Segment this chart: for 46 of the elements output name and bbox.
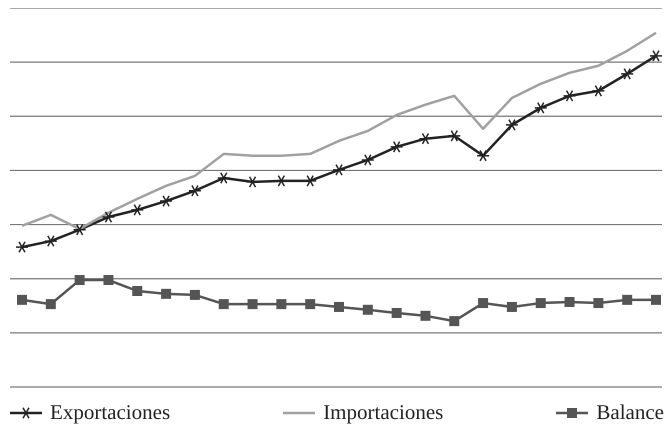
- point: [130, 204, 144, 216]
- point: [332, 164, 346, 176]
- point: [476, 150, 490, 162]
- point: [478, 298, 488, 308]
- point: [620, 68, 634, 80]
- point: [159, 195, 173, 208]
- point: [420, 310, 430, 321]
- point: [216, 172, 230, 184]
- point: [74, 275, 85, 286]
- point: [102, 211, 116, 223]
- point: [361, 154, 375, 166]
- point: [392, 308, 402, 318]
- point: [449, 316, 460, 326]
- point: [334, 302, 344, 312]
- point: [506, 302, 517, 312]
- point: [651, 294, 661, 305]
- point: [362, 304, 373, 315]
- point: [622, 294, 632, 305]
- point: [276, 299, 286, 310]
- point: [17, 294, 27, 305]
- legend-label: Importaciones: [323, 400, 444, 425]
- legend-label: Balance: [596, 400, 664, 425]
- point: [536, 298, 546, 308]
- point: [534, 102, 548, 114]
- point: [190, 290, 200, 300]
- point: [15, 241, 29, 254]
- point: [132, 286, 142, 296]
- point: [592, 84, 606, 97]
- point: [44, 235, 58, 248]
- point: [564, 296, 575, 307]
- point: [593, 298, 604, 308]
- point: [46, 299, 56, 310]
- point: [72, 224, 86, 236]
- point: [103, 275, 114, 286]
- point: [649, 50, 663, 62]
- point: [218, 299, 229, 310]
- point: [188, 184, 202, 197]
- point: [305, 299, 316, 310]
- point: [418, 132, 432, 145]
- point: [390, 140, 404, 153]
- point: [448, 130, 462, 142]
- point: [161, 288, 172, 299]
- legend-label: Exportaciones: [50, 400, 170, 425]
- point: [562, 90, 576, 102]
- point: [505, 118, 519, 131]
- point: [248, 299, 258, 310]
